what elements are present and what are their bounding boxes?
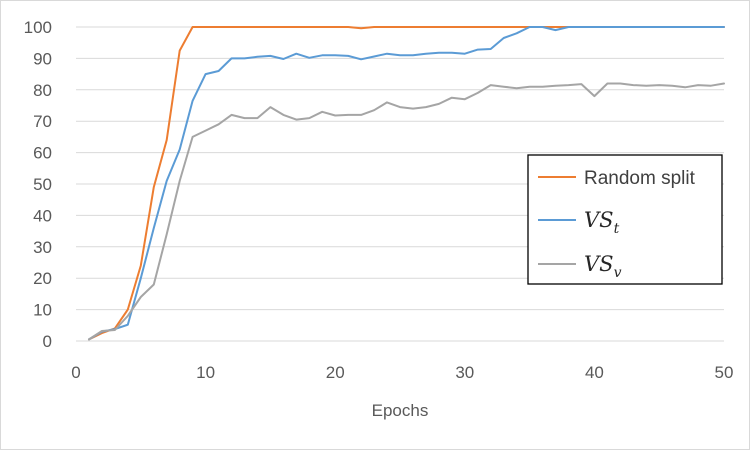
y-tick-label-80: 80 [33, 81, 52, 100]
x-axis-label: Epochs [372, 401, 429, 420]
legend-item-random-split: Random split [538, 168, 696, 189]
legend-item-vs-t: VSt [538, 208, 620, 237]
y-tick-label-0: 0 [43, 332, 52, 351]
y-axis-ticks: 0 10 20 30 40 50 60 70 80 90 100 [24, 18, 52, 351]
x-tick-label-30: 30 [455, 363, 474, 382]
x-tick-label-50: 50 [715, 363, 734, 382]
x-tick-label-10: 10 [196, 363, 215, 382]
x-axis-ticks: 0 10 20 30 40 50 [71, 363, 733, 382]
legend-label-random-split: Random split [584, 168, 696, 189]
legend-label-vs-v: VSv [584, 252, 622, 281]
series-line-vs-v [88, 82, 725, 341]
series-lines [88, 26, 725, 341]
y-tick-label-60: 60 [33, 144, 52, 163]
y-tick-label-30: 30 [33, 238, 52, 257]
y-tick-label-10: 10 [33, 301, 52, 320]
legend-label-vs-v-main: VS [584, 252, 614, 276]
y-tick-label-70: 70 [33, 112, 52, 131]
legend-label-vs-t-sub: t [614, 221, 620, 237]
x-tick-label-40: 40 [585, 363, 604, 382]
legend-label-vs-v-sub: v [614, 265, 622, 281]
x-tick-label-0: 0 [71, 363, 80, 382]
series-line-vs-t [88, 26, 725, 341]
x-tick-label-20: 20 [326, 363, 345, 382]
y-tick-label-20: 20 [33, 269, 52, 288]
y-tick-label-50: 50 [33, 175, 52, 194]
legend-label-vs-t-main: VS [584, 208, 614, 232]
y-tick-label-40: 40 [33, 206, 52, 225]
y-tick-label-100: 100 [24, 18, 52, 37]
y-tick-label-90: 90 [33, 49, 52, 68]
legend: Random split VSt VSv [527, 154, 723, 285]
legend-item-vs-v: VSv [538, 252, 622, 281]
legend-label-vs-t: VSt [584, 208, 620, 237]
